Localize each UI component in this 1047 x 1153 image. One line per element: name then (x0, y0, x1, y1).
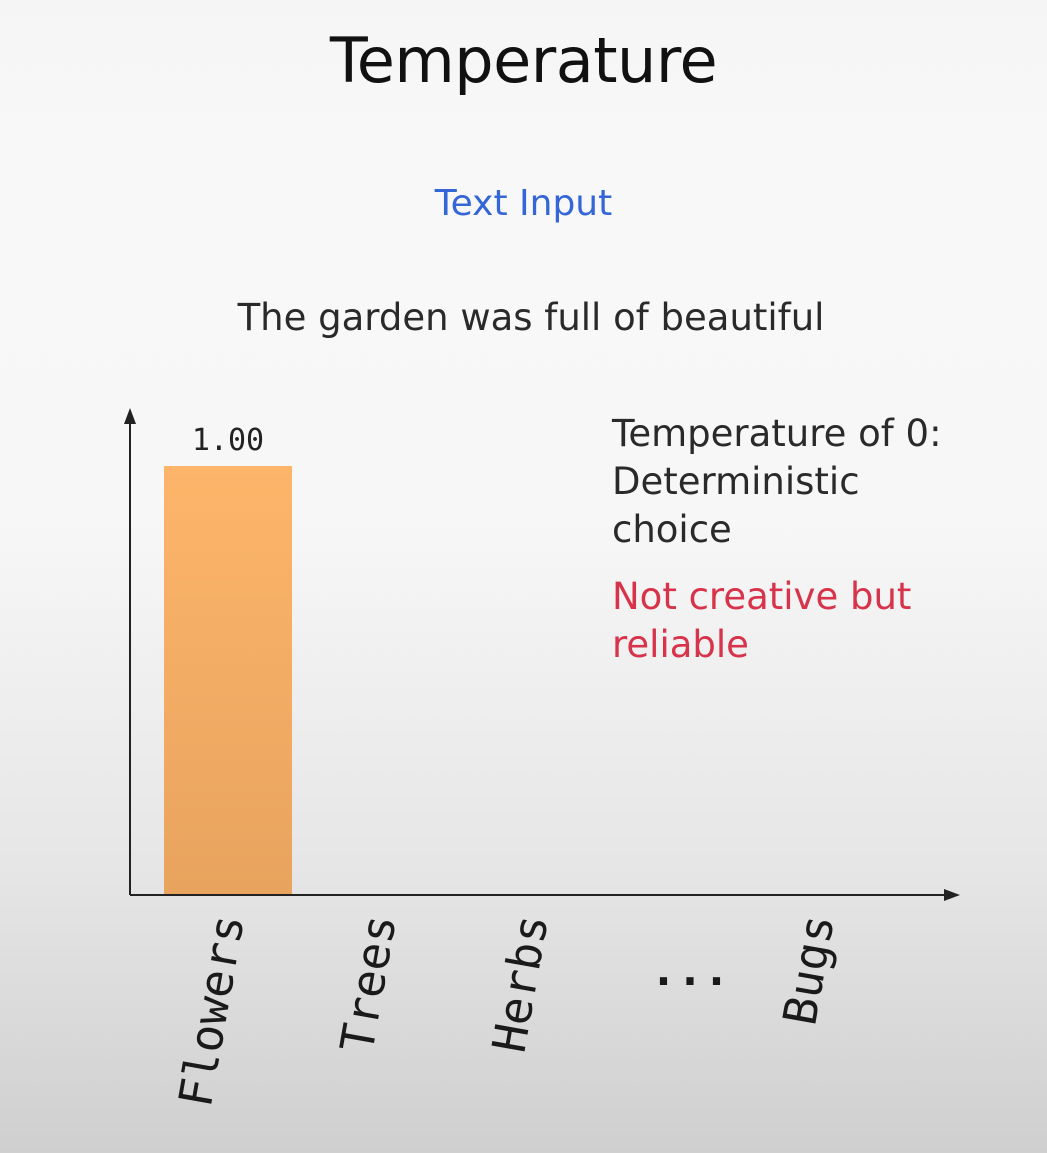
tick-label-trees: Trees (330, 911, 407, 1057)
bars-layer (164, 466, 292, 895)
tick-label-flowers: Flowers (168, 911, 255, 1111)
x-axis-arrow (944, 889, 960, 901)
y-axis-arrow (124, 408, 136, 424)
tick-labels: Flowers Trees Herbs... Bugs (168, 911, 845, 1111)
emphasis-note: Not creative but reliable (612, 573, 1032, 669)
axes-layer (124, 408, 960, 901)
note-line-1: Temperature of 0: (612, 412, 942, 455)
slide-title: Temperature (329, 24, 718, 97)
data-label-flowers: 1.00 (192, 423, 264, 458)
emphasis-line-1: Not creative but (612, 575, 912, 618)
note-line-3: choice (612, 508, 732, 551)
bar-flowers (164, 466, 292, 895)
tick-label-herbs: Herbs (482, 911, 559, 1057)
tick-label-bugs: Bugs (772, 911, 844, 1029)
emphasis-line-2: reliable (612, 623, 749, 666)
prompt-sentence: The garden was full of beautiful (237, 296, 825, 339)
text-input-label: Text Input (434, 183, 613, 224)
labels-layer: 1.00 (192, 423, 264, 458)
tick-label-ellipsis: ... (650, 945, 729, 996)
note-line-2: Deterministic (612, 460, 860, 503)
temperature-note: Temperature of 0: Deterministic choice (612, 410, 1032, 554)
